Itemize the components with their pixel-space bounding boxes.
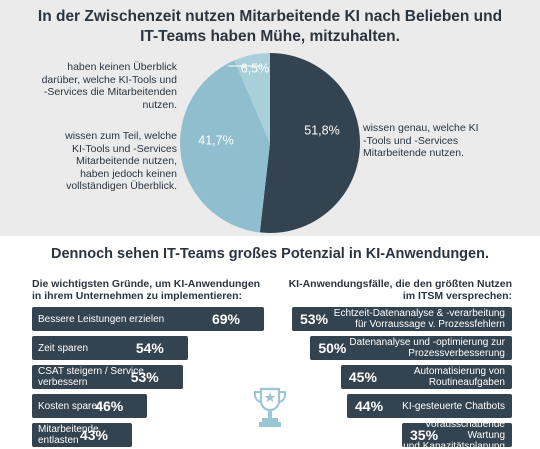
pie-slice — [259, 53, 360, 233]
bar-value-label: 69% — [211, 311, 240, 327]
pie-slice — [180, 60, 270, 233]
bar: CSAT steigern / Service verbessern 53% — [32, 365, 183, 389]
bar-value-label: 53% — [130, 369, 159, 385]
bar-value-label: 46% — [95, 398, 124, 414]
bar-category-label: KI-gesteuerte Chatbots — [402, 400, 505, 412]
bar-value-label: 35% — [410, 427, 439, 443]
bar: Zeit sparen 54% — [32, 336, 188, 360]
bar-value-label: 45% — [348, 369, 377, 385]
bar: Automatisierung von Routineaufgaben 45% — [340, 365, 512, 389]
bar-category-label: Mitarbeitende entlasten — [38, 424, 99, 446]
bar-value-label: 43% — [79, 427, 108, 443]
annotation-no-overview: haben keinen Überblick darüber, welche K… — [41, 61, 177, 111]
annotation-partial-overview: wissen zum Teil, welche KI-Tools und -Se… — [65, 130, 177, 192]
pie-chart: 51,8% 41,7% 6,5% — [180, 53, 360, 233]
bar-category-label: Echtzeit-Datenanalyse & -verarbeitung für… — [333, 308, 505, 330]
pie-slice — [234, 53, 270, 143]
bar: Vorausschauende Wartung und Kapazitätspla… — [402, 418, 512, 449]
subheadline: Dennoch sehen IT-Teams großes Potenzial … — [50, 246, 489, 262]
bar-value-label: 50% — [318, 340, 347, 356]
pie-slice-label: 6,5% — [241, 61, 270, 75]
bar: Echtzeit-Datenanalyse & -verarbeitung für… — [292, 307, 512, 331]
bar-value-label: 54% — [135, 340, 164, 356]
bar-category-label: Vorausschauende Wartung und Kapazitätspla… — [403, 418, 505, 449]
pie-slice-label: 41,7% — [198, 133, 233, 147]
bar-category-label: Zeit sparen — [38, 342, 89, 354]
left-chart-title: Die wichtigsten Gründe, um KI-Anwendunge… — [32, 278, 261, 302]
bar: Bessere Leistungen erzielen 69% — [32, 307, 264, 331]
bar-category-label: Bessere Leistungen erzielen — [38, 313, 165, 325]
annotation-full-overview: wissen genau, welche KI -Tools und -Serv… — [363, 122, 479, 159]
bar-category-label: Kosten sparen — [38, 400, 103, 412]
right-chart-title: KI-Anwendungsfälle, die den größten Nutz… — [288, 278, 512, 302]
bar-category-label: Datenanalyse und -optimierung zur Prozess… — [349, 337, 505, 359]
bar: Mitarbeitende entlasten 43% — [32, 423, 132, 447]
headline-line: IT-Teams haben Mühe, mitzuhalten. — [140, 28, 400, 45]
bar: Datenanalyse und -optimierung zur Prozess… — [310, 336, 512, 360]
bar-value-label: 53% — [300, 311, 329, 327]
bar-category-label: Automatisierung von Routineaufgaben — [413, 366, 505, 388]
bar-value-label: 44% — [355, 398, 384, 414]
headline: In der Zwischenzeit nutzen Mitarbeitende… — [0, 7, 540, 47]
pie-slice-label: 51,8% — [304, 123, 339, 137]
trophy-icon — [254, 387, 286, 427]
bar-category-label: CSAT steigern / Service verbessern — [38, 366, 144, 388]
headline-line: In der Zwischenzeit nutzen Mitarbeitende… — [37, 8, 503, 25]
bar: KI-gesteuerte Chatbots 44% — [347, 394, 512, 418]
bar: Kosten sparen 46% — [32, 394, 148, 418]
